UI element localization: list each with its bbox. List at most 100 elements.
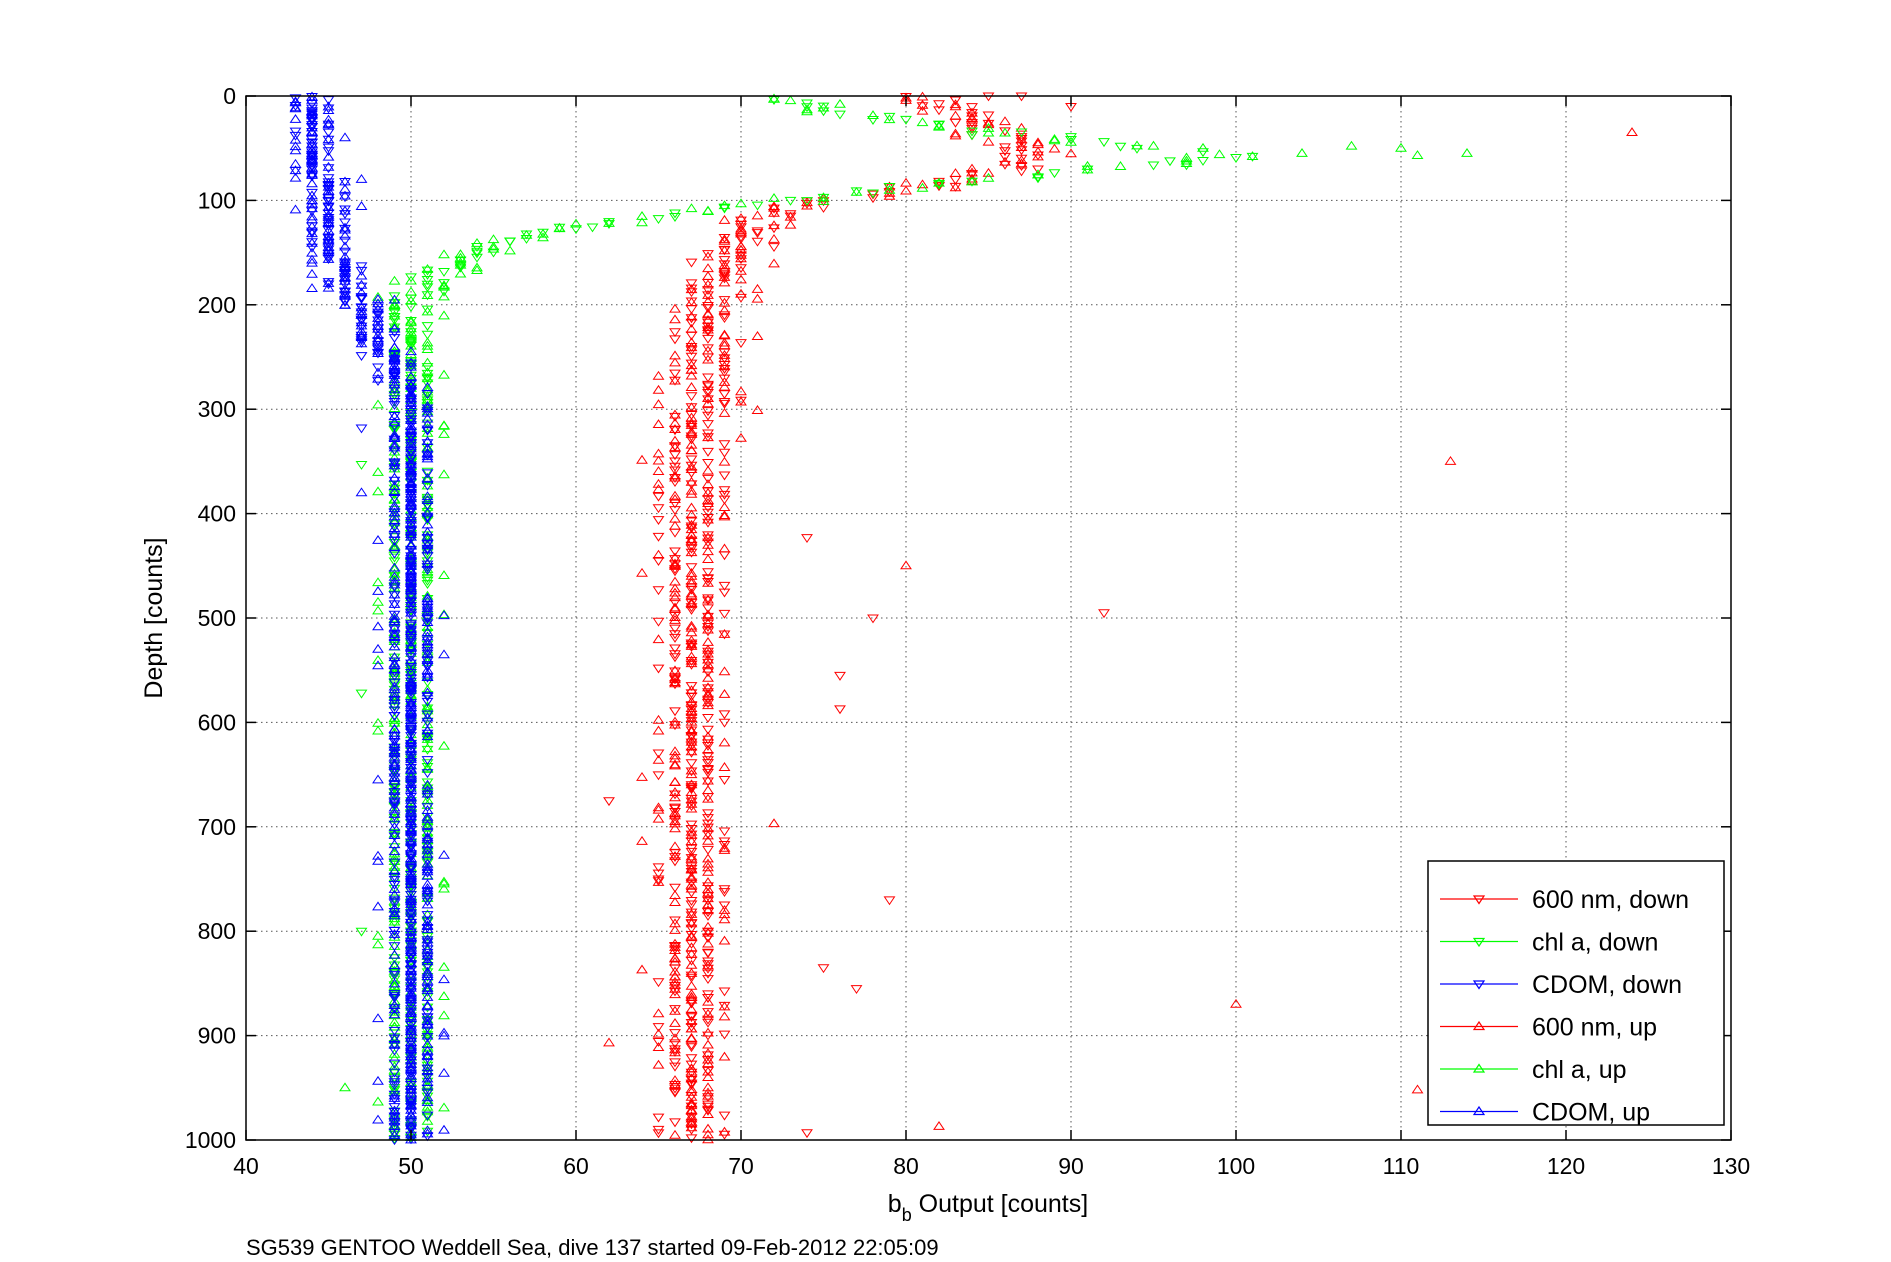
data-point bbox=[405, 473, 417, 483]
legend-marker bbox=[1472, 1105, 1486, 1116]
data-point bbox=[966, 124, 978, 134]
data-point bbox=[388, 1061, 401, 1071]
data-point bbox=[685, 701, 698, 711]
data-point bbox=[883, 114, 896, 124]
data-point bbox=[289, 134, 302, 144]
data-point bbox=[388, 916, 401, 926]
data-point bbox=[388, 995, 401, 1005]
data-point bbox=[306, 211, 318, 221]
data-point bbox=[669, 506, 681, 516]
data-point bbox=[388, 523, 401, 532]
y-tick-label: 700 bbox=[198, 814, 236, 840]
data-point bbox=[685, 305, 698, 315]
data-point bbox=[339, 287, 351, 297]
data-point bbox=[702, 318, 714, 328]
data-point bbox=[669, 883, 681, 893]
data-point bbox=[322, 277, 335, 287]
data-point bbox=[306, 94, 318, 104]
data-point bbox=[421, 982, 434, 992]
data-point bbox=[388, 379, 401, 389]
data-point bbox=[388, 1048, 401, 1058]
data-point bbox=[388, 992, 401, 1002]
data-point bbox=[1230, 154, 1242, 163]
data-point bbox=[322, 161, 335, 171]
data-point bbox=[355, 329, 368, 339]
data-point bbox=[339, 273, 351, 283]
data-point bbox=[405, 682, 417, 692]
data-point bbox=[372, 660, 384, 670]
data-point bbox=[685, 883, 698, 893]
data-point bbox=[289, 141, 302, 151]
data-point bbox=[1048, 134, 1061, 143]
data-point bbox=[471, 253, 483, 263]
data-point bbox=[685, 359, 698, 369]
data-point bbox=[421, 692, 434, 702]
data-point bbox=[883, 187, 896, 197]
data-point bbox=[718, 486, 731, 496]
data-point bbox=[289, 97, 302, 107]
data-point bbox=[421, 1096, 434, 1106]
data-point bbox=[306, 227, 318, 237]
data-point bbox=[702, 619, 714, 629]
data-point bbox=[339, 224, 351, 234]
data-markers bbox=[289, 91, 1638, 1146]
data-point bbox=[966, 170, 978, 180]
data-point bbox=[1032, 137, 1044, 147]
legend-marker bbox=[1472, 895, 1486, 905]
data-point bbox=[702, 648, 714, 658]
data-point bbox=[1230, 998, 1242, 1008]
data-point bbox=[388, 610, 401, 620]
data-point bbox=[306, 169, 318, 179]
data-point bbox=[388, 1084, 401, 1094]
data-point bbox=[388, 868, 401, 878]
data-point bbox=[669, 667, 681, 677]
data-point bbox=[405, 1064, 417, 1073]
data-point bbox=[702, 1054, 714, 1064]
data-point bbox=[421, 291, 434, 301]
data-point bbox=[372, 399, 384, 409]
data-point bbox=[718, 1001, 731, 1011]
data-point bbox=[933, 121, 945, 131]
data-point bbox=[685, 1013, 698, 1023]
data-point bbox=[438, 369, 450, 379]
data-point bbox=[322, 222, 335, 232]
data-point bbox=[306, 237, 318, 247]
data-point bbox=[405, 862, 417, 872]
data-point bbox=[553, 222, 566, 232]
data-point bbox=[339, 230, 351, 240]
data-point bbox=[405, 878, 417, 888]
data-point bbox=[421, 803, 434, 813]
data-point bbox=[405, 295, 417, 305]
data-point bbox=[388, 773, 401, 783]
data-point bbox=[702, 465, 714, 475]
data-point bbox=[405, 410, 417, 420]
data-point bbox=[421, 276, 434, 285]
data-point bbox=[405, 1103, 417, 1113]
data-point bbox=[388, 505, 401, 515]
data-point bbox=[388, 971, 401, 981]
data-point bbox=[421, 576, 434, 586]
data-point bbox=[669, 719, 681, 729]
y-tick-label: 500 bbox=[198, 605, 236, 631]
data-point bbox=[718, 718, 731, 728]
data-point bbox=[1345, 140, 1358, 150]
data-point bbox=[685, 1043, 698, 1053]
data-point bbox=[685, 288, 698, 298]
data-point bbox=[421, 866, 434, 876]
data-point bbox=[306, 257, 318, 267]
data-point bbox=[702, 354, 714, 364]
data-point bbox=[405, 903, 417, 913]
data-point bbox=[685, 445, 698, 454]
data-point bbox=[669, 808, 681, 817]
data-point bbox=[685, 803, 698, 813]
data-point bbox=[949, 96, 962, 106]
data-point bbox=[669, 426, 681, 436]
data-point bbox=[685, 854, 698, 863]
data-point bbox=[421, 762, 434, 772]
data-point bbox=[405, 623, 417, 633]
data-point bbox=[405, 979, 417, 989]
data-point bbox=[1180, 158, 1193, 167]
data-point bbox=[405, 1100, 417, 1110]
data-point bbox=[718, 827, 731, 837]
x-tick-label: 80 bbox=[893, 1153, 919, 1179]
